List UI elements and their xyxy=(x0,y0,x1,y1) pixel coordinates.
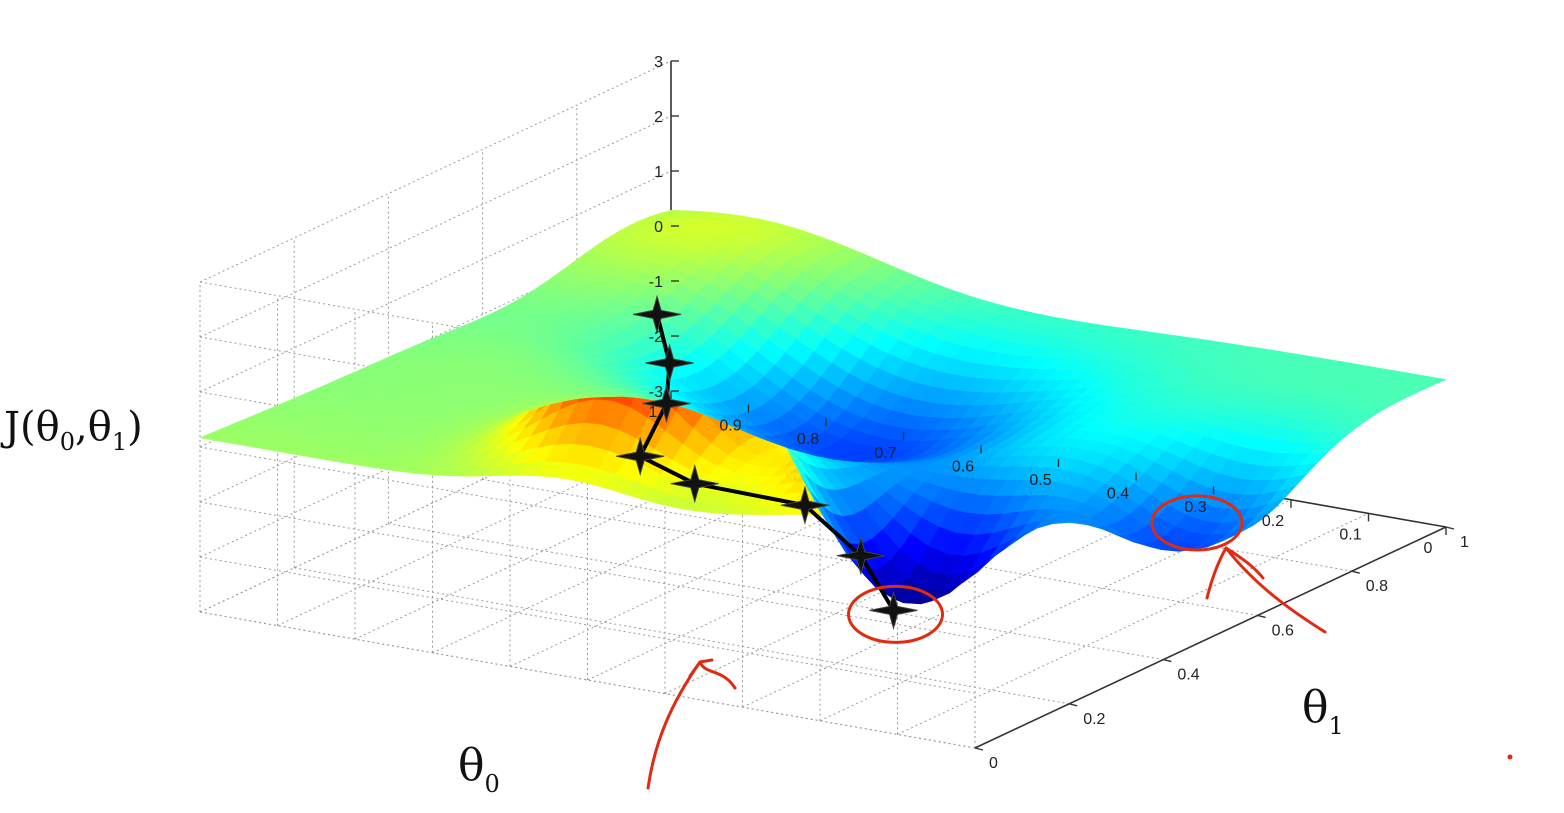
x-tick-label: 0.3 xyxy=(1184,499,1206,516)
y-axis-label: θ1 xyxy=(1302,682,1344,740)
y-tick-label: 0.4 xyxy=(1177,667,1199,684)
descent-step-star xyxy=(670,463,719,504)
global-min-circle xyxy=(847,584,945,644)
z-tick-label: -2 xyxy=(649,329,663,346)
descent-step-star xyxy=(780,485,830,526)
y-tick-label: 0.6 xyxy=(1272,622,1294,639)
x-tick-label: 0 xyxy=(1424,540,1433,557)
descent-step-star xyxy=(632,294,682,335)
cost-surface xyxy=(198,209,1448,605)
z-tick-label: 1 xyxy=(654,164,663,181)
y-tick-label: 0 xyxy=(989,755,998,772)
x-tick-label: 0.6 xyxy=(952,458,974,475)
x-tick-label: 0.2 xyxy=(1262,513,1284,530)
descent-step-star xyxy=(642,383,691,424)
x-axis-label: θ0 xyxy=(458,740,500,798)
z-axis-label: J(θ0,θ1) xyxy=(0,404,143,456)
y-tick-label: 0.2 xyxy=(1083,711,1105,728)
descent-step-star xyxy=(869,590,918,631)
local-min-arrow xyxy=(1205,546,1327,634)
descent-step-star xyxy=(836,535,885,576)
axis-ticks: -3 -2 -1 0 1 2 3 0 0.1 0.2 0.3 0.4 0.5 0.6 0.7 0.8 0.9 1 0… xyxy=(649,54,1469,772)
z-tick-label: -1 xyxy=(649,274,663,291)
z-tick-label: 0 xyxy=(654,219,663,236)
x-tick-label: 0.5 xyxy=(1029,472,1051,489)
gradient-descent-path xyxy=(616,294,918,631)
y-tick-label: 0.8 xyxy=(1366,578,1388,595)
x-tick-label: 1 xyxy=(649,404,658,421)
local-min-circle xyxy=(1150,494,1244,552)
z-tick-label: 2 xyxy=(654,109,663,126)
z-tick-label: -3 xyxy=(649,384,663,401)
global-min-arrow xyxy=(646,658,737,790)
y-tick-label: 1 xyxy=(1460,534,1469,551)
descent-step-star xyxy=(645,343,694,383)
descent-step-star xyxy=(616,436,665,477)
x-tick-label: 0.9 xyxy=(719,418,741,435)
hand-annotations xyxy=(646,494,1513,790)
surface-patch xyxy=(1416,376,1448,385)
x-tick-label: 0.1 xyxy=(1339,526,1361,543)
x-tick-label: 0.7 xyxy=(874,445,896,462)
x-tick-label: 0.4 xyxy=(1107,486,1129,503)
x-tick-label: 0.8 xyxy=(797,431,819,448)
stray-dot xyxy=(1507,754,1513,760)
z-tick-label: 3 xyxy=(654,54,663,71)
